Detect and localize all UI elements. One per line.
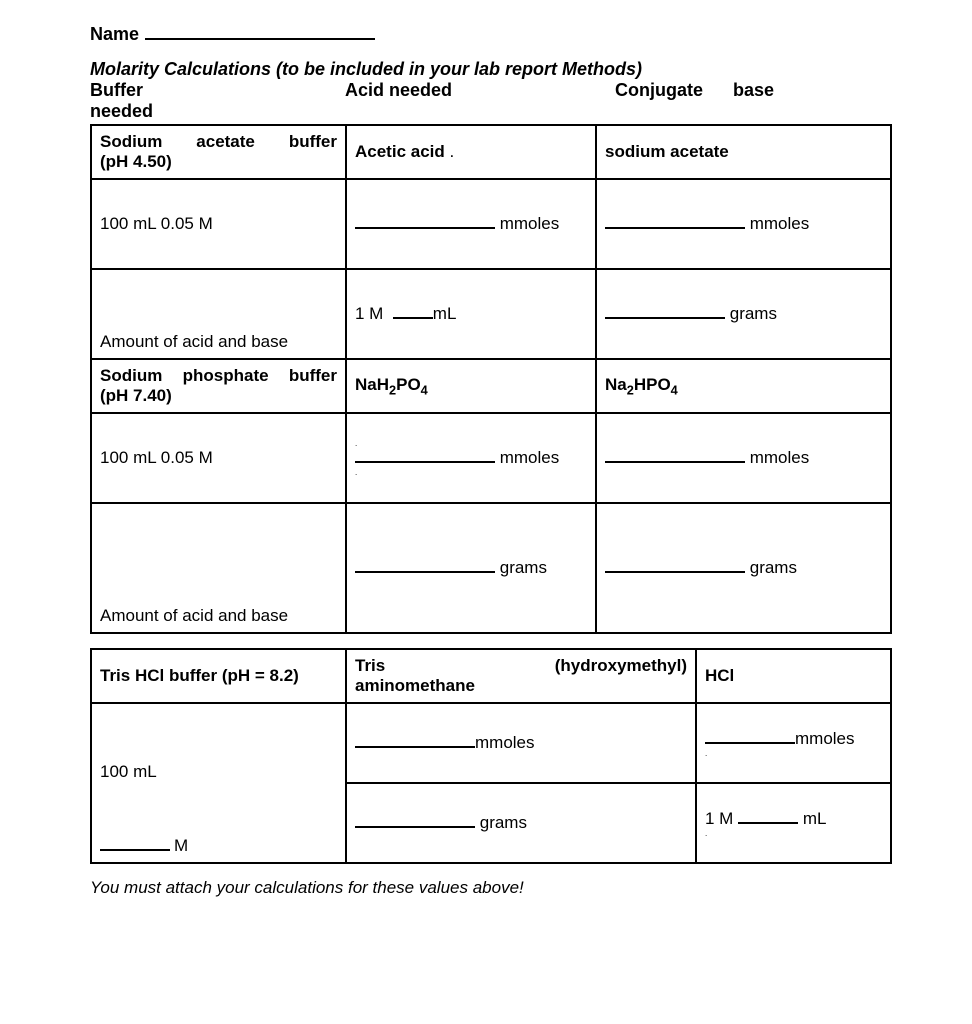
tris-table: Tris HCl buffer (pH = 8.2) Tris (hydroxy… [90, 648, 892, 864]
base-mmoles-cell: mmoles [596, 179, 891, 269]
unit-label: grams [730, 304, 777, 323]
base-prefix: 1 M [705, 809, 733, 828]
col-base: base [733, 80, 774, 100]
base-mmoles-input[interactable] [705, 742, 795, 744]
acid-mmoles-cell: . mmoles . [346, 413, 596, 503]
acetate-table: Sodium acetate buffer (pH 4.50) Acetic a… [90, 124, 892, 634]
col-needed: needed [90, 101, 892, 122]
acid-name-cell: Tris (hydroxymethyl) aminomethane [346, 649, 696, 703]
table-row: Sodium phosphate buffer (pH 7.40) NaH2PO… [91, 359, 891, 413]
base-grams-input[interactable] [605, 571, 745, 573]
tris-label: Tris [355, 656, 385, 676]
vol-m-cell: 100 mL M [91, 703, 346, 863]
acid-name-cell: Acetic acid . [346, 125, 596, 179]
hydroxymethyl-label: (hydroxymethyl) [555, 656, 687, 676]
name-label: Name [90, 24, 139, 45]
acid-mmoles-input[interactable] [355, 746, 475, 748]
unit-label: mmoles [500, 214, 560, 233]
amount-label-cell: Amount of acid and base [91, 503, 346, 633]
volume-label: 100 mL [100, 762, 337, 782]
base-mmoles-cell: mmoles . [696, 703, 891, 783]
unit-label: mL [803, 809, 827, 828]
col-buffer: Buffer [90, 80, 345, 101]
col-conj: Conjugate [615, 80, 703, 100]
acid-grams-cell: grams [346, 503, 596, 633]
unit-label: mmoles [795, 729, 855, 748]
acid-mmoles-input[interactable] [355, 461, 495, 463]
conc-cell: 100 mL 0.05 M [91, 413, 346, 503]
acid-mmoles-cell: mmoles [346, 179, 596, 269]
unit-label: mmoles [750, 214, 810, 233]
table-row: Sodium acetate buffer (pH 4.50) Acetic a… [91, 125, 891, 179]
table-row: Amount of acid and base 1 M mL grams [91, 269, 891, 359]
acid-ml-input[interactable] [393, 317, 433, 319]
acid-mmoles-cell: mmoles [346, 703, 696, 783]
table-row: 100 mL 0.05 M mmoles mmoles [91, 179, 891, 269]
acid-grams-input[interactable] [355, 571, 495, 573]
unit-label: grams [480, 813, 527, 832]
acid-name: Acetic acid [355, 142, 445, 161]
buffer-line2: (pH 4.50) [100, 152, 337, 172]
unit-label: mmoles [475, 733, 535, 752]
base-mmoles-input[interactable] [605, 461, 745, 463]
buffer-name-cell: Sodium acetate buffer (pH 4.50) [91, 125, 346, 179]
base-amount-cell: grams [596, 269, 891, 359]
molarity-input[interactable] [100, 849, 170, 851]
base-mmoles-cell: mmoles [596, 413, 891, 503]
unit-label: mL [433, 304, 457, 323]
acid-amount-prefix: 1 M [355, 304, 383, 323]
worksheet-page: Name Molarity Calculations (to be includ… [0, 0, 972, 908]
unit-label: mmoles [500, 448, 560, 467]
acid-amount-cell: 1 M mL [346, 269, 596, 359]
table-row: Amount of acid and base grams grams [91, 503, 891, 633]
unit-label: grams [500, 558, 547, 577]
base-name-cell: sodium acetate [596, 125, 891, 179]
column-headers: Buffer Acid needed Conjugate base [90, 80, 892, 101]
table-row: Tris HCl buffer (pH = 8.2) Tris (hydroxy… [91, 649, 891, 703]
unit-label: mmoles [750, 448, 810, 467]
name-row: Name [90, 24, 892, 45]
molarity-unit: M [174, 836, 188, 856]
acid-grams-input[interactable] [355, 826, 475, 828]
section-title: Molarity Calculations (to be included in… [90, 59, 892, 80]
buffer-line1: Sodium acetate buffer [100, 132, 337, 152]
footer-note: You must attach your calculations for th… [90, 878, 892, 898]
acid-grams-cell: grams [346, 783, 696, 863]
amount-label-cell: Amount of acid and base [91, 269, 346, 359]
buffer-line1: Sodium phosphate buffer [100, 366, 337, 386]
buffer-line2: (pH 7.40) [100, 386, 337, 406]
aminomethane-label: aminomethane [355, 676, 687, 696]
base-ml-input[interactable] [738, 822, 798, 824]
unit-label: grams [750, 558, 797, 577]
base-ml-cell: 1 M mL . [696, 783, 891, 863]
buffer-name-cell: Tris HCl buffer (pH = 8.2) [91, 649, 346, 703]
base-mmoles-input[interactable] [605, 227, 745, 229]
table-row: 100 mL M mmoles mmoles . [91, 703, 891, 783]
base-formula-cell: Na2HPO4 [596, 359, 891, 413]
col-conj-base: Conjugate base [615, 80, 892, 101]
conc-cell: 100 mL 0.05 M [91, 179, 346, 269]
acid-formula-cell: NaH2PO4 [346, 359, 596, 413]
name-input-line[interactable] [145, 38, 375, 40]
acid-mmoles-input[interactable] [355, 227, 495, 229]
base-name-cell: HCl [696, 649, 891, 703]
base-grams-cell: grams [596, 503, 891, 633]
base-grams-input[interactable] [605, 317, 725, 319]
col-acid: Acid needed [345, 80, 615, 101]
table-row: 100 mL 0.05 M . mmoles . mmoles [91, 413, 891, 503]
buffer-name-cell: Sodium phosphate buffer (pH 7.40) [91, 359, 346, 413]
